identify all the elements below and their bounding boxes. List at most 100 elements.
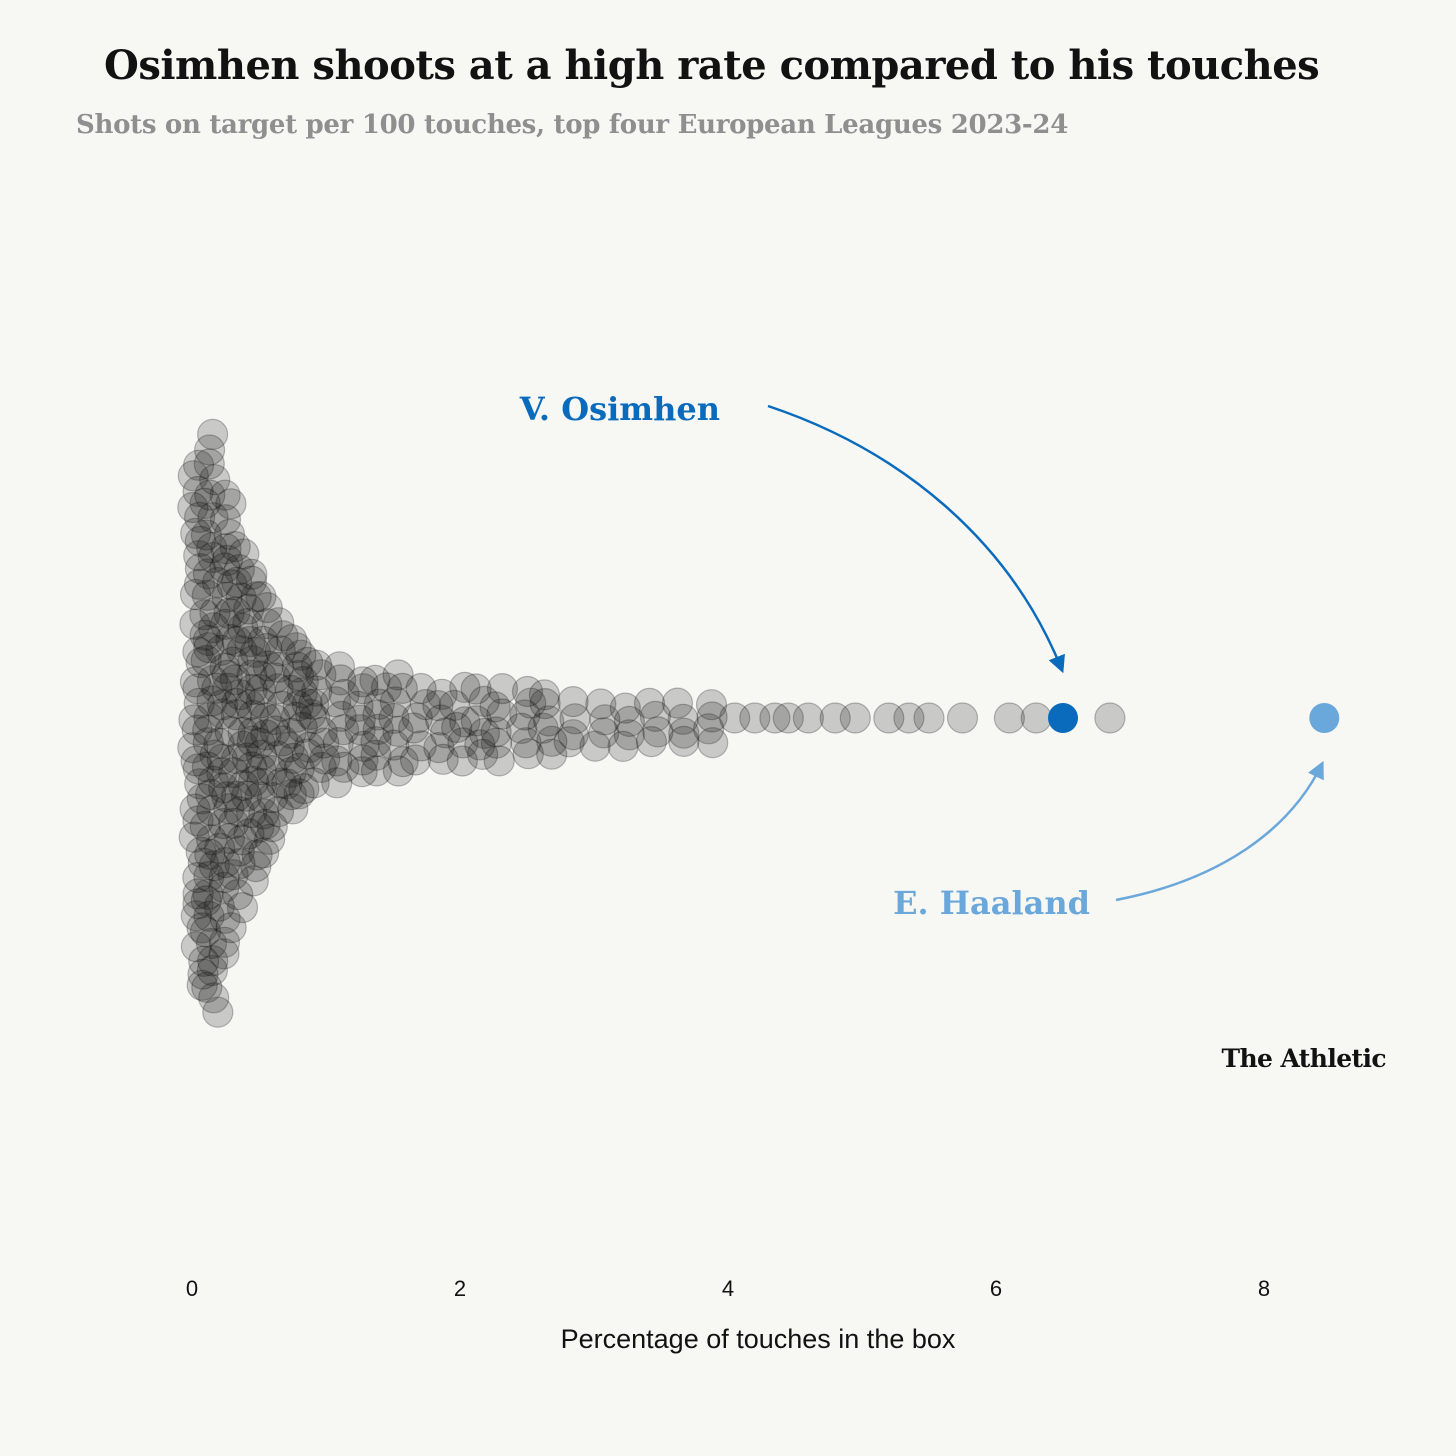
player-dot: [236, 558, 268, 590]
player-dot: [209, 902, 241, 934]
player-dot: [267, 620, 299, 652]
player-dot: [386, 672, 418, 705]
player-dot: [360, 755, 393, 787]
player-dot: [265, 767, 297, 799]
player-dot: [203, 890, 235, 922]
player-dot: [245, 580, 277, 613]
player-dot: [193, 860, 225, 893]
player-dot: [359, 664, 391, 696]
haaland-arrow: [1115, 760, 1324, 902]
player-dot: [227, 769, 260, 802]
player-dot: [276, 624, 308, 656]
x-axis-title: Percentage of touches in the box: [561, 1324, 956, 1354]
player-dot: [239, 636, 271, 668]
player-dot: [202, 566, 234, 599]
player-dot: [642, 716, 674, 748]
player-dot: [186, 783, 218, 815]
player-dot: [819, 702, 851, 734]
player-dot: [240, 581, 272, 613]
player-dot: [236, 751, 268, 783]
player-dot: [205, 634, 237, 666]
player-dot: [233, 593, 265, 625]
player-dot: [224, 847, 256, 880]
player-dot: [360, 726, 392, 758]
osimhen-dot: [1048, 703, 1078, 733]
player-dot: [579, 730, 611, 762]
player-dot: [426, 678, 458, 710]
player-dot: [291, 688, 323, 720]
player-dot: [557, 719, 589, 751]
player-dot: [244, 673, 276, 706]
player-dot: [233, 818, 265, 850]
player-dot: [188, 945, 220, 977]
player-dot: [739, 702, 771, 734]
player-dot: [264, 635, 296, 667]
player-dot: [382, 659, 414, 691]
player-dot: [695, 689, 728, 721]
x-tick-label: 2: [454, 1276, 466, 1301]
player-dot: [256, 810, 288, 843]
player-dot: [263, 607, 295, 639]
player-dot: [321, 767, 353, 799]
player-dot: [275, 756, 307, 788]
player-dot: [244, 781, 276, 813]
player-dot: [217, 859, 249, 891]
player-dot: [347, 744, 379, 776]
player-dot: [198, 850, 230, 882]
player-dot: [588, 717, 620, 749]
player-dot: [480, 716, 512, 748]
player-dot: [510, 727, 542, 759]
player-dot: [182, 673, 214, 705]
player-dot: [244, 727, 276, 759]
player-dot: [193, 632, 225, 664]
player-dot: [180, 745, 212, 777]
player-dot: [189, 487, 221, 519]
player-dot: [187, 847, 219, 879]
player-dot: [196, 824, 228, 856]
player-dot: [194, 479, 226, 511]
player-dot: [325, 664, 357, 696]
player-dot: [196, 794, 228, 827]
player-dot: [430, 717, 462, 749]
player-dot: [185, 836, 217, 868]
player-dot: [267, 725, 299, 757]
player-dot: [328, 714, 360, 746]
player-dot: [182, 861, 214, 894]
player-dot: [772, 702, 804, 734]
player-dot: [190, 519, 222, 551]
player-dot: [468, 685, 500, 718]
player-dot: [213, 597, 245, 629]
player-dot: [237, 865, 269, 897]
player-dot: [204, 832, 236, 864]
player-dot: [1094, 702, 1126, 734]
player-dot: [286, 711, 318, 744]
player-dot: [322, 726, 354, 759]
player-dot: [237, 699, 269, 732]
player-dot: [633, 687, 666, 720]
player-dot: [528, 679, 561, 711]
player-dot: [301, 649, 333, 681]
player-dot: [189, 916, 222, 948]
player-dot: [209, 479, 241, 511]
player-dot: [342, 690, 374, 722]
player-dot: [362, 699, 394, 731]
player-dot: [328, 678, 360, 711]
player-dot: [409, 688, 442, 721]
player-dot: [178, 704, 210, 736]
player-dot: [839, 702, 871, 734]
player-dot: [194, 434, 226, 466]
player-dot: [211, 659, 243, 691]
player-dot: [208, 871, 240, 904]
player-dot: [511, 675, 544, 708]
player-dot: [282, 659, 315, 692]
x-tick-label: 8: [1258, 1276, 1270, 1301]
player-dot: [181, 714, 213, 746]
player-dot: [259, 715, 291, 747]
player-dot: [607, 730, 639, 763]
player-dot: [198, 982, 230, 1014]
player-dot: [215, 488, 247, 520]
player-dot: [198, 612, 230, 644]
player-dot: [223, 796, 256, 828]
player-dot: [468, 717, 500, 750]
player-dot: [185, 646, 217, 679]
